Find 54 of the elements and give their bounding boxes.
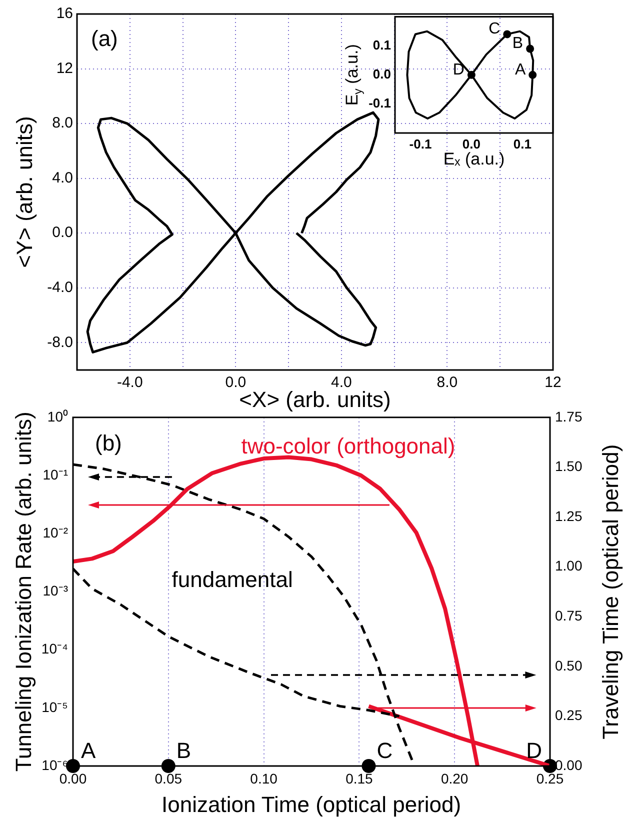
y-tick-label: -8.0 xyxy=(47,334,73,351)
y-tick-label: 10⁻⁴ xyxy=(41,640,68,657)
annotation: (a) xyxy=(91,26,118,52)
y2-tick-label: 0.50 xyxy=(555,657,582,674)
y-tick-label: 10⁻³ xyxy=(42,582,68,599)
x-tick-label: 0.15 xyxy=(346,770,374,786)
annotation: (b) xyxy=(95,430,122,456)
x-tick-label: 0.05 xyxy=(154,770,182,786)
y2-tick-label: 1.25 xyxy=(555,508,582,524)
y-tick-label: 4.0 xyxy=(52,169,73,186)
y-tick-label: 10⁻⁵ xyxy=(42,698,68,715)
x-tick-label: 0.10 xyxy=(250,770,278,786)
x-tick-label: 0.00 xyxy=(59,770,87,786)
series-label: two-color (orthogonal) xyxy=(241,433,456,458)
y2-tick-label: 1.00 xyxy=(555,558,582,574)
x-axis-title: Ionization Time (optical period) xyxy=(162,792,462,818)
x-tick-label: 8.0 xyxy=(436,374,458,392)
y-tick-label: 16 xyxy=(56,5,73,22)
y2-tick-label: 1.75 xyxy=(555,408,582,424)
y-tick-label: 0.1 xyxy=(372,37,391,52)
x-tick-label: 12 xyxy=(544,374,562,392)
annotation: C xyxy=(376,738,393,764)
y-tick-label: 10⁻¹ xyxy=(42,466,68,482)
x-tick-label: 0.25 xyxy=(536,770,564,786)
annotation: D xyxy=(526,738,542,764)
y2-axis-title: Traveling Time (optical period) xyxy=(598,444,624,740)
x-tick-label: -0.1 xyxy=(409,136,432,152)
y-axis-title: Ey (a.u.) xyxy=(342,44,364,106)
y-tick-label: 0.0 xyxy=(372,66,391,82)
y-tick-label: 10⁻⁶ xyxy=(42,756,68,773)
y-axis-title: <Y> (arb. units) xyxy=(12,116,38,268)
y-tick-label: 10⁰ xyxy=(47,408,68,424)
y2-tick-label: 0.25 xyxy=(555,707,582,724)
x-tick-label: -4.0 xyxy=(116,374,143,392)
y-tick-label: 10⁻² xyxy=(42,524,68,540)
x-tick-label: 0.1 xyxy=(513,136,532,152)
annotation: C xyxy=(488,20,500,38)
annotation: B xyxy=(512,35,524,52)
y2-tick-label: 1.50 xyxy=(555,458,582,474)
y-axis-title: Tunneling Ionization Rate (arb. units) xyxy=(11,412,36,772)
x-tick-label: 0.20 xyxy=(440,770,468,786)
y2-tick-label: 0.75 xyxy=(555,607,582,624)
annotation: D xyxy=(452,61,464,78)
series-label: fundamental xyxy=(172,566,293,592)
y-tick-label: -0.1 xyxy=(368,96,391,111)
y-tick-label: 8.0 xyxy=(52,114,73,132)
annotation: B xyxy=(176,738,192,764)
x-tick-label: 0.0 xyxy=(462,136,480,152)
y-tick-label: 0.0 xyxy=(52,224,73,242)
y-tick-label: 12 xyxy=(56,60,73,77)
x-axis-title: Eₓ (a.u.) xyxy=(443,150,505,169)
annotation: A xyxy=(81,738,96,764)
y-tick-label: -4.0 xyxy=(47,278,73,296)
annotation: A xyxy=(514,61,526,78)
